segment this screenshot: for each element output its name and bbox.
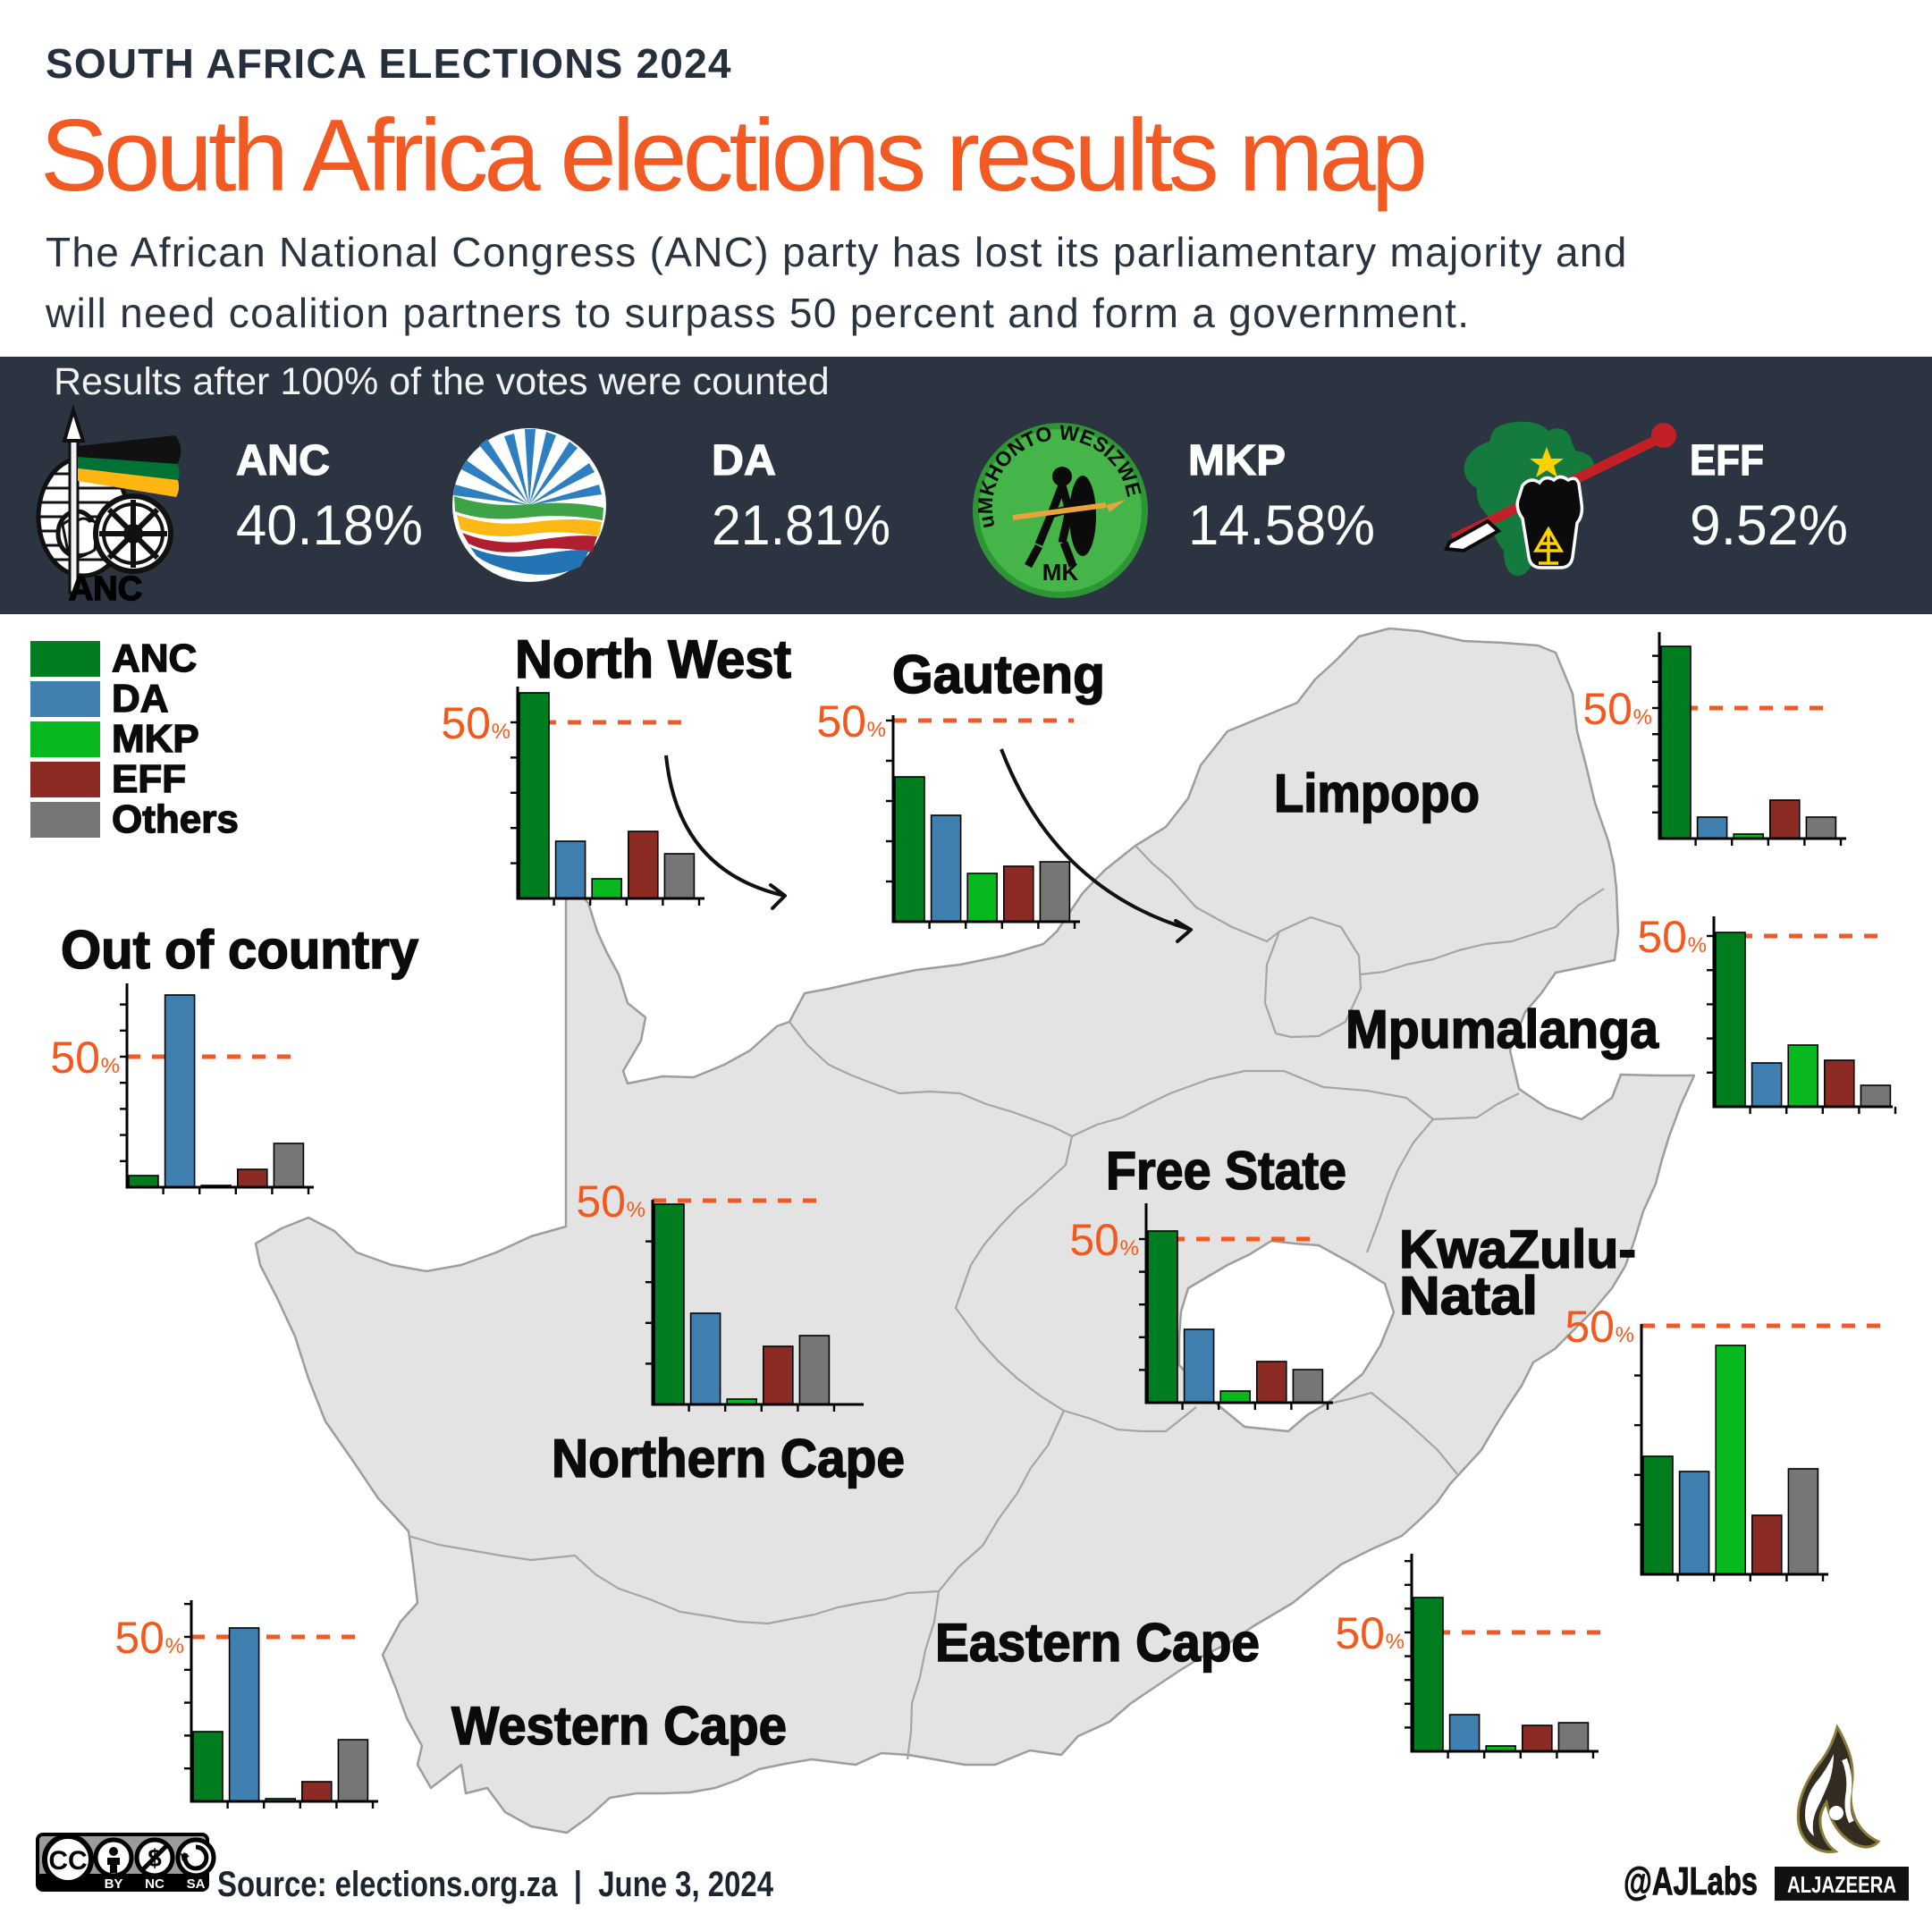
svg-text:50: 50 [1565,1302,1615,1352]
svg-text:Western Cape: Western Cape [451,1696,787,1756]
svg-text:EFF: EFF [112,757,186,801]
svg-text:ANC: ANC [112,637,197,680]
svg-text:SA: SA [187,1876,206,1892]
svg-text:MK: MK [1042,559,1079,586]
svg-text:CC: CC [48,1846,87,1876]
svg-text:50: 50 [816,696,866,746]
svg-text:%: % [165,1634,184,1658]
svg-text:Out of country: Out of country [61,920,419,980]
svg-text:Free State: Free State [1106,1141,1346,1201]
svg-text:%: % [1616,1323,1634,1347]
svg-text:Natal: Natal [1399,1266,1538,1326]
svg-text:%: % [1633,705,1652,729]
svg-text:50: 50 [441,698,491,748]
svg-text:%: % [101,1054,120,1078]
svg-text:%: % [627,1198,645,1222]
svg-text:Eastern Cape: Eastern Cape [935,1613,1260,1673]
svg-text:Northern Cape: Northern Cape [552,1429,905,1488]
svg-text:EFF: EFF [1690,437,1764,485]
svg-text:Gauteng: Gauteng [892,645,1105,704]
svg-text:50: 50 [1069,1215,1119,1265]
svg-text:Mpumalanga: Mpumalanga [1346,999,1659,1059]
svg-text:%: % [492,720,510,744]
svg-text:%: % [1120,1236,1139,1261]
svg-text:50: 50 [50,1033,100,1083]
svg-text:%: % [1386,1630,1405,1654]
svg-text:ALJAZEERA: ALJAZEERA [1787,1871,1896,1898]
svg-text:MKP: MKP [1188,437,1286,485]
svg-text:DA: DA [712,437,776,485]
svg-text:Source: elections.org.za | J: Source: elections.org.za | June 3, 2024 [217,1865,774,1904]
svg-text:%: % [867,718,886,742]
svg-text:%: % [1688,933,1707,957]
svg-text:BY: BY [105,1876,123,1892]
svg-text:ANC: ANC [236,437,330,485]
svg-text:50: 50 [1582,684,1632,734]
svg-text:DA: DA [112,677,169,721]
svg-text:@AJLabs: @AJLabs [1624,1859,1758,1903]
svg-text:9.52%: 9.52% [1690,494,1848,557]
svg-text:40.18%: 40.18% [236,494,423,557]
svg-text:50: 50 [1335,1608,1385,1658]
svg-text:MKP: MKP [112,717,199,761]
svg-text:KwaZulu-: KwaZulu- [1399,1219,1636,1279]
svg-text:Others: Others [112,797,239,841]
svg-text:Limpopo: Limpopo [1274,763,1480,823]
svg-text:North West: North West [515,629,791,689]
svg-text:50: 50 [576,1176,626,1227]
svg-text:ANC: ANC [69,570,142,608]
svg-text:NC: NC [145,1876,165,1892]
svg-text:14.58%: 14.58% [1188,494,1375,557]
svg-text:21.81%: 21.81% [712,494,890,557]
svg-text:50: 50 [114,1613,165,1663]
svg-text:50: 50 [1637,912,1687,962]
